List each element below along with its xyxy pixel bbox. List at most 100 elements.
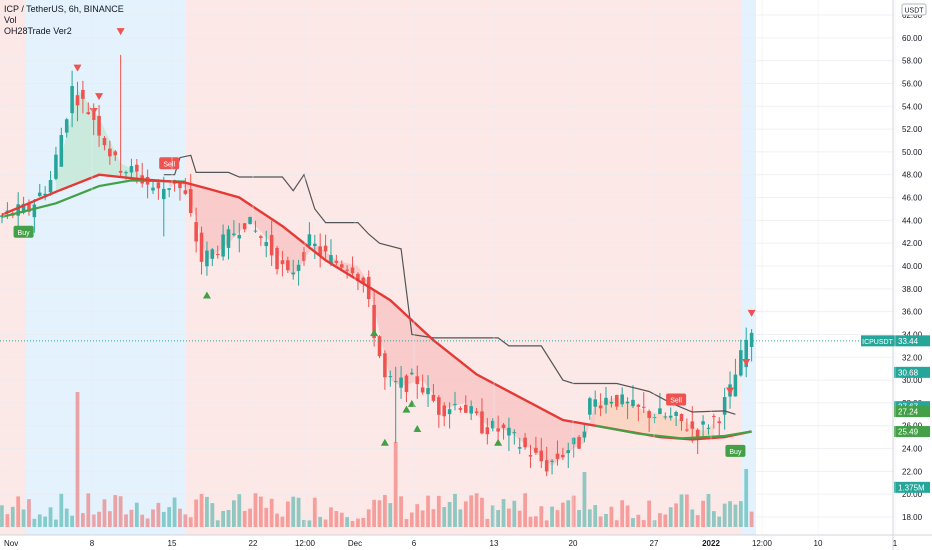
candle-body (291, 272, 295, 275)
time-tick-label: 22 (249, 539, 258, 548)
volume-bar (172, 497, 177, 527)
candle-body (313, 243, 317, 247)
price-tag-value: 27.24 (898, 408, 919, 417)
symbol-title: ICP / TetherUS, 6h, BINANCE (4, 4, 124, 14)
volume-bar (701, 500, 705, 527)
volume-bar (32, 518, 37, 527)
volume-bar (188, 517, 193, 527)
candle-body (54, 154, 58, 179)
candle-body (453, 404, 457, 406)
sell-triangle-icon (726, 387, 735, 395)
candle-body (647, 411, 651, 418)
volume-bar (205, 496, 209, 527)
candle-body (264, 242, 269, 247)
volume-bar (183, 514, 188, 527)
time-tick-label: 13 (490, 539, 499, 548)
candle-body (663, 416, 668, 418)
volume-bar (113, 495, 118, 527)
candle-body (286, 260, 290, 271)
signal-text: Buy (729, 449, 742, 456)
candle-body (469, 406, 473, 414)
candle-body (404, 375, 409, 392)
candle-body (21, 203, 26, 213)
volume-bar (323, 519, 328, 527)
candle-body (178, 181, 182, 189)
candle-body (550, 460, 554, 462)
volume-bar (447, 502, 452, 527)
candle-body (248, 216, 252, 225)
volume-bar (555, 510, 560, 527)
sell-triangle-icon (116, 28, 125, 36)
volume-bar (528, 516, 533, 527)
volume-bar (356, 518, 360, 527)
volume-bar (178, 508, 182, 527)
price-tick-label: 50.00 (902, 148, 923, 157)
volume-bar (275, 513, 279, 527)
buy-triangle-icon (494, 438, 503, 446)
volume-bar (59, 493, 64, 527)
volume-indicator-label[interactable]: Vol (4, 15, 17, 25)
volume-bar (102, 499, 107, 527)
signal-badge (666, 393, 687, 406)
candle-body (345, 269, 349, 271)
time-tick-label: 1 (893, 539, 898, 548)
sell-triangle-icon (742, 358, 751, 366)
volume-bar (377, 500, 382, 527)
volume-bar (571, 495, 576, 527)
candle-body (135, 164, 139, 172)
volume-bar (674, 503, 678, 527)
candle-body (323, 245, 328, 252)
volume-bar (253, 493, 258, 527)
candle-body (544, 460, 549, 472)
volume-bar (302, 519, 306, 527)
sell-signal-label: Sell (666, 393, 687, 406)
volume-bar (490, 505, 495, 527)
volume-bar (10, 506, 15, 527)
volume-bar (75, 392, 80, 527)
volume-bar (215, 520, 220, 527)
candle-body (668, 415, 673, 418)
candle-body (253, 230, 258, 232)
volume-bar (609, 506, 614, 527)
chart-legend: ICP / TetherUS, 6h, BINANCE Vol OH28Trad… (4, 4, 124, 37)
bg-bull-zone (742, 0, 756, 535)
candle-body (523, 437, 527, 448)
candle-body (302, 252, 306, 261)
volume-bar (636, 514, 641, 527)
candle-body (329, 255, 333, 265)
candle-body (393, 381, 398, 383)
volume-bar (48, 507, 53, 527)
candle-body (118, 170, 123, 173)
buy-signal-label: Buy (725, 444, 746, 457)
volume-bar (280, 516, 285, 527)
candle-body (534, 447, 538, 453)
strategy-indicator-label[interactable]: OH28Trade Ver2 (4, 26, 72, 36)
volume-bar (442, 507, 447, 527)
volume-bar (598, 516, 603, 527)
candle-body (356, 273, 360, 281)
candle-body (717, 421, 722, 424)
volume-bar (631, 518, 635, 527)
bg-bull-zone (26, 0, 186, 535)
volume-bar (625, 505, 630, 527)
candle-body (593, 399, 597, 407)
volume-bar (711, 511, 716, 527)
candle-body (706, 427, 711, 429)
bear-fill-area (169, 180, 596, 466)
volume-bar (582, 472, 587, 527)
candle-body (431, 394, 436, 401)
volume-bar (221, 510, 225, 527)
volume-bar (124, 514, 128, 527)
volume-bar (652, 520, 657, 527)
volume-bar (5, 514, 10, 527)
candle-body (151, 187, 155, 191)
volume-bar (517, 510, 522, 527)
candle-body (188, 189, 193, 214)
candle-body (81, 89, 85, 99)
sell-triangle-icon (747, 309, 756, 317)
price-axis (894, 0, 932, 550)
volume-bar (685, 494, 689, 527)
volume-bar (86, 493, 91, 527)
volume-bar (361, 517, 366, 527)
